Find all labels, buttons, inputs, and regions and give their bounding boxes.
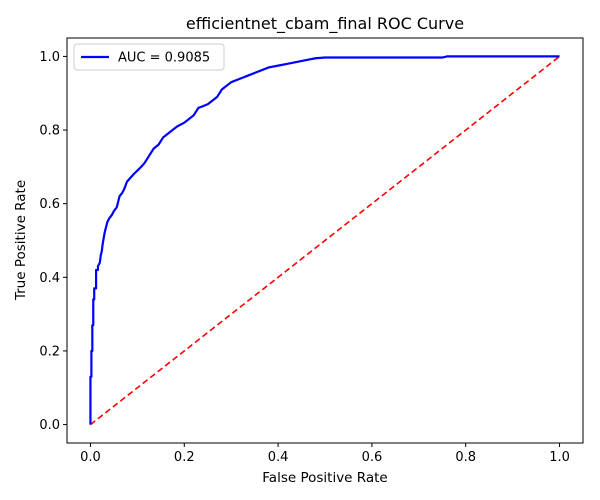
y-tick-label: 0.8 (39, 124, 60, 139)
chance-diagonal-line (89, 55, 561, 426)
x-tick-label: 1.0 (549, 450, 570, 465)
roc-curve-line (89, 55, 560, 425)
y-tick-label: 0.0 (39, 418, 60, 433)
y-tick-label: 1.0 (39, 50, 60, 65)
legend-label: AUC = 0.9085 (118, 51, 210, 66)
x-axis-title: False Positive Rate (262, 470, 387, 486)
plot-area (89, 55, 561, 426)
chart-title: efficientnet_cbam_final ROC Curve (186, 14, 464, 34)
x-tick-label: 0.2 (174, 450, 195, 465)
axes: 0.0 0.2 0.4 0.6 0.8 1.0 0.0 0.2 0.4 0.6 0.8 1.0 (39, 37, 584, 465)
y-tick-label: 0.2 (39, 344, 60, 359)
legend-box (73, 43, 225, 71)
x-tick-label: 0.6 (362, 450, 383, 465)
x-tick-label: 0.0 (80, 450, 101, 465)
legend: AUC = 0.9085 (73, 43, 225, 71)
plot-frame (66, 37, 584, 444)
x-tick-label: 0.4 (268, 450, 289, 465)
y-axis-title: True Positive Rate (13, 180, 29, 301)
x-tick-label: 0.8 (455, 450, 476, 465)
y-tick-label: 0.6 (39, 197, 60, 212)
y-tick-label: 0.4 (39, 271, 60, 286)
